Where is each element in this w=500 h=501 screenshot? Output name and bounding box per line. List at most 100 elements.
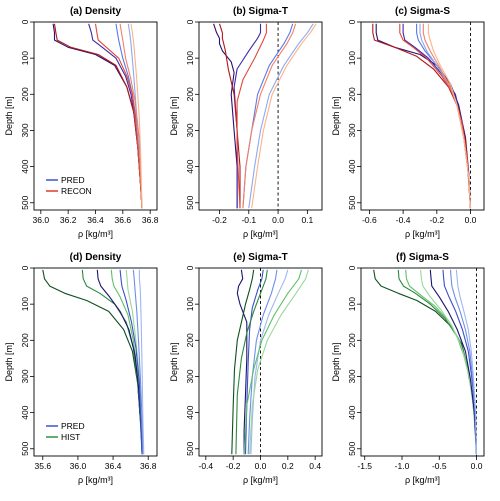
profile-line-8 [249, 269, 309, 455]
y-tick-label: 0 [185, 265, 195, 270]
x-tick-label: 0.2 [282, 461, 294, 471]
x-tick-label: 36.4 [105, 461, 122, 471]
profile-line-1 [375, 23, 472, 209]
panel-title: (f) Sigma-S [396, 252, 449, 263]
panel-title: (b) Sigma-T [233, 6, 288, 17]
y-tick-label: 300 [185, 369, 195, 383]
y-axis-label: Depth [m] [169, 342, 179, 381]
profile-line-4 [250, 269, 289, 455]
y-tick-label: 200 [185, 87, 195, 101]
y-tick-label: 200 [20, 87, 30, 101]
y-tick-label: 500 [185, 195, 195, 209]
x-tick-label: 36.6 [115, 215, 132, 225]
profile-line-3 [242, 23, 294, 209]
profile-line-7 [243, 269, 303, 455]
profile-line-5 [372, 23, 472, 209]
x-tick-label: -0.5 [432, 461, 447, 471]
y-axis-label: Depth [m] [4, 342, 14, 381]
profile-line-2 [233, 23, 262, 209]
x-tick-label: -0.4 [199, 461, 214, 471]
profile-line-4 [248, 23, 314, 209]
x-axis-label: ρ [kg/m³] [405, 475, 440, 485]
y-tick-label: 400 [185, 405, 195, 419]
y-tick-label: 0 [20, 19, 30, 24]
x-tick-label: -0.1 [241, 215, 256, 225]
y-tick-label: 500 [20, 441, 30, 455]
profile-line-5 [231, 269, 255, 455]
y-tick-label: 100 [347, 297, 357, 311]
profile-line-7 [132, 269, 144, 455]
y-tick-label: 0 [185, 19, 195, 24]
y-tick-label: 400 [347, 405, 357, 419]
profile-line-6 [94, 23, 143, 209]
panel-title: (e) Sigma-T [233, 252, 287, 263]
x-tick-label: 0.1 [301, 215, 313, 225]
x-tick-label: 36.8 [140, 461, 157, 471]
profile-line-5 [429, 269, 478, 455]
profile-line-7 [242, 23, 297, 209]
y-tick-label: 0 [347, 265, 357, 270]
profile-line-4 [420, 269, 478, 455]
y-axis-label: Depth [m] [4, 96, 14, 135]
profile-line-6 [235, 269, 268, 455]
y-tick-label: 300 [185, 123, 195, 137]
profile-line-7 [449, 269, 478, 455]
y-tick-label: 0 [347, 19, 357, 24]
profile-line-8 [455, 269, 478, 455]
y-axis-label: Depth [m] [331, 342, 341, 381]
panel-title: (c) Sigma-S [395, 6, 450, 17]
x-tick-label: 0.0 [272, 215, 284, 225]
y-axis-label: Depth [m] [169, 96, 179, 135]
profile-line-2 [81, 269, 143, 455]
y-tick-label: 300 [20, 123, 30, 137]
x-axis-label: ρ [kg/m³] [78, 229, 113, 239]
x-tick-label: 36.0 [70, 461, 87, 471]
profile-line-7 [119, 23, 143, 209]
x-tick-label: 36.2 [60, 215, 77, 225]
x-tick-label: 36.8 [142, 215, 159, 225]
profile-line-1 [213, 23, 238, 209]
x-tick-label: 35.6 [35, 461, 52, 471]
x-tick-label: -0.2 [429, 215, 444, 225]
y-tick-label: 200 [20, 333, 30, 347]
panel-title: (a) Density [70, 6, 122, 17]
profile-line-3 [115, 23, 143, 209]
x-tick-label: -0.4 [396, 215, 411, 225]
plot-frame [33, 21, 158, 211]
y-axis-label: Depth [m] [331, 96, 341, 135]
y-tick-label: 100 [20, 297, 30, 311]
y-tick-label: 400 [185, 159, 195, 173]
y-tick-label: 300 [347, 369, 357, 383]
y-tick-label: 100 [185, 51, 195, 65]
y-tick-label: 400 [347, 159, 357, 173]
profile-line-5 [218, 23, 241, 209]
x-tick-label: 36.4 [87, 215, 104, 225]
y-tick-label: 100 [347, 51, 357, 65]
profile-line-8 [138, 269, 145, 455]
x-tick-label: -1.0 [395, 461, 410, 471]
plot-frame [360, 267, 485, 457]
y-tick-label: 200 [185, 333, 195, 347]
profile-line-7 [422, 23, 472, 209]
x-tick-label: 0.0 [471, 461, 483, 471]
x-axis-label: ρ [kg/m³] [405, 229, 440, 239]
y-tick-label: 200 [347, 87, 357, 101]
legend-label: PRED [61, 421, 85, 431]
x-tick-label: -1.5 [357, 461, 372, 471]
y-tick-label: 500 [185, 441, 195, 455]
y-tick-label: 500 [347, 441, 357, 455]
profile-line-8 [130, 23, 143, 209]
x-tick-label: -0.2 [212, 215, 227, 225]
plot-frame [33, 267, 158, 457]
profile-line-6 [236, 23, 267, 209]
plot-frame [198, 21, 323, 211]
y-tick-label: 400 [20, 405, 30, 419]
y-tick-label: 200 [347, 333, 357, 347]
profile-line-1 [373, 269, 478, 455]
panel-title: (d) Density [70, 252, 122, 263]
y-tick-label: 100 [185, 297, 195, 311]
profile-line-8 [251, 23, 317, 209]
x-tick-label: 0.0 [465, 215, 477, 225]
profile-line-3 [416, 23, 472, 209]
